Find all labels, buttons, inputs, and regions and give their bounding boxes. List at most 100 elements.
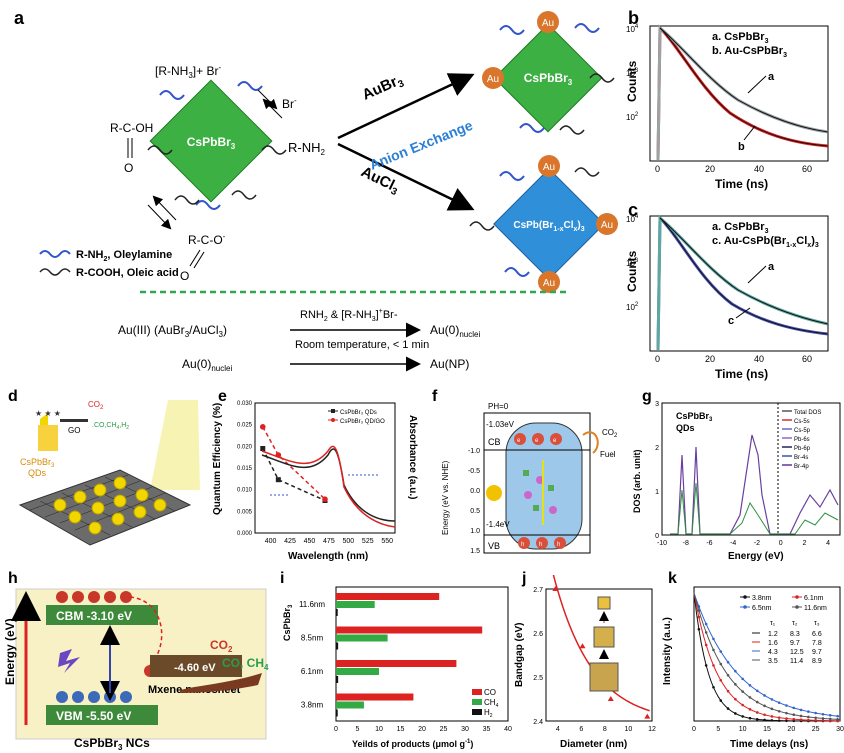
- arrow-aubr3: AuBr3: [360, 71, 407, 106]
- ytick: 104: [626, 24, 639, 34]
- ytick: 2.4: [533, 719, 543, 726]
- decay-point: [792, 717, 796, 721]
- decay-point: [697, 627, 701, 631]
- decay-point: [704, 631, 708, 634]
- decay-point: [763, 694, 766, 697]
- svg-text:h: h: [521, 542, 524, 548]
- ytick: 2.5: [533, 675, 543, 682]
- xlabel: Energy (eV): [728, 551, 784, 562]
- panel-label-j: j: [522, 570, 527, 587]
- xtick: 550: [381, 538, 393, 545]
- ylabel: Counts: [625, 60, 639, 102]
- decay-point: [748, 716, 752, 720]
- decay-point: [726, 689, 730, 693]
- xtick: 400: [265, 538, 277, 545]
- decay-point: [755, 689, 759, 693]
- legend-b: b. Au-CsPbBr3: [712, 45, 787, 59]
- panel-h-diagram: Energy (eV) CBM -3.10 eV VBM -5.50 eV -4…: [3, 588, 269, 752]
- xtick: 20: [705, 164, 715, 174]
- ytick: 103: [626, 68, 639, 78]
- panel-label-k: k: [668, 570, 677, 587]
- xtick: -8: [683, 540, 689, 547]
- legend-item: Pb-6s: [794, 437, 810, 443]
- eq2-left: Au(0)nuclei: [182, 357, 232, 373]
- ylabel: Energy (eV vs. NHE): [441, 460, 450, 535]
- decay-point: [719, 699, 723, 702]
- decay-point: [836, 714, 839, 718]
- arrow-anion-exchange: Anion Exchange: [367, 117, 475, 173]
- nc-label: CsPbBr3: [187, 135, 236, 151]
- bar: [336, 642, 339, 650]
- go-label: GO: [68, 426, 80, 435]
- category-label: 11.6nm: [299, 600, 325, 609]
- qd-label: CsPbBr3: [20, 457, 55, 469]
- decay-point: [734, 669, 737, 673]
- ytick: 2.6: [533, 631, 543, 638]
- decay-point: [741, 690, 744, 693]
- electron-stars: ★ ★ ★: [35, 409, 61, 418]
- ytick: 102: [626, 112, 639, 122]
- ytick: 2: [655, 445, 659, 452]
- ytick: 0.005: [237, 509, 253, 515]
- qe-series-line: [262, 426, 326, 500]
- curve-label-a: a: [768, 261, 775, 273]
- vbm-label: VBM -5.50 eV: [56, 709, 131, 723]
- decay-point: [785, 719, 788, 723]
- decay-point: [785, 711, 788, 715]
- holes: [518, 537, 566, 549]
- decay-point: [792, 706, 796, 710]
- xtick: 40: [754, 164, 764, 174]
- panel-label-d: d: [8, 388, 18, 405]
- amine-label: R-NH2: [288, 140, 326, 157]
- title-1: CsPbBr3: [676, 411, 713, 423]
- xtick: 40: [504, 726, 512, 733]
- legend-item: Cs-5p: [794, 428, 811, 434]
- decay-point: [785, 704, 788, 707]
- decay-point: [763, 713, 766, 717]
- legend-item: 6.1nm: [804, 595, 824, 602]
- decay-point: [821, 719, 825, 722]
- bar: [336, 601, 375, 608]
- decay-point: [814, 711, 817, 715]
- xtick: 35: [483, 726, 491, 733]
- decay-point: [836, 718, 839, 721]
- decay-point: [777, 709, 781, 713]
- decay-point: [748, 684, 752, 687]
- ytick: 0: [655, 533, 659, 540]
- qd-label-2: QDs: [28, 468, 47, 478]
- ylabel-left: Quantum Efficiency (%): [212, 403, 223, 515]
- bar: [336, 701, 364, 709]
- svg-text:e: e: [553, 438, 557, 444]
- legend-acid: R-COOH, Oleic acid: [76, 267, 179, 279]
- decay-point: [755, 711, 759, 714]
- tau-header: τ₂: [792, 620, 798, 627]
- decay-point: [777, 716, 781, 719]
- decay-point: [755, 718, 759, 721]
- xlabel: Time delays (ns): [730, 739, 808, 750]
- panel-k-chart: 0 5 10 15 20 25 30 Intensity (a.u.) Time delay…: [662, 586, 844, 750]
- decay-point: [748, 696, 752, 699]
- legend-amine: R-NH2, Oleylamine: [76, 249, 172, 263]
- panel-i-chart: 11.6nm 8.5nm 6.1nm 3.8nm 0 5 10 15 20 25 30 35 40 C…: [282, 586, 512, 749]
- panel-e-chart: Quantum Efficiency (%) Absorbance (a.u.)…: [212, 401, 418, 562]
- decay-point: [726, 673, 730, 677]
- svg-text:h: h: [557, 542, 560, 548]
- xtick: 10: [375, 726, 383, 733]
- data-point: [644, 713, 651, 719]
- tau-header: τ₃: [814, 620, 820, 627]
- xtick: 525: [362, 538, 374, 545]
- legend-item: 11.6nm: [804, 605, 827, 612]
- panel-label-c: c: [628, 200, 639, 220]
- xtick: 30: [836, 726, 844, 733]
- cbm-label: CBM -3.10 eV: [56, 609, 132, 623]
- decay-point: [741, 677, 744, 681]
- svg-text:e: e: [517, 438, 521, 444]
- ytick: 0.010: [237, 488, 253, 494]
- curve-label-a: a: [768, 71, 775, 83]
- tau-value: 3.5: [768, 658, 778, 665]
- xtick: 10: [739, 726, 747, 733]
- xlabel: Diameter (nm): [560, 739, 627, 750]
- mxene-level: -4.60 eV: [174, 662, 216, 674]
- ytick: 0.030: [237, 401, 253, 407]
- eq1-right: Au(0)nuclei: [430, 323, 480, 339]
